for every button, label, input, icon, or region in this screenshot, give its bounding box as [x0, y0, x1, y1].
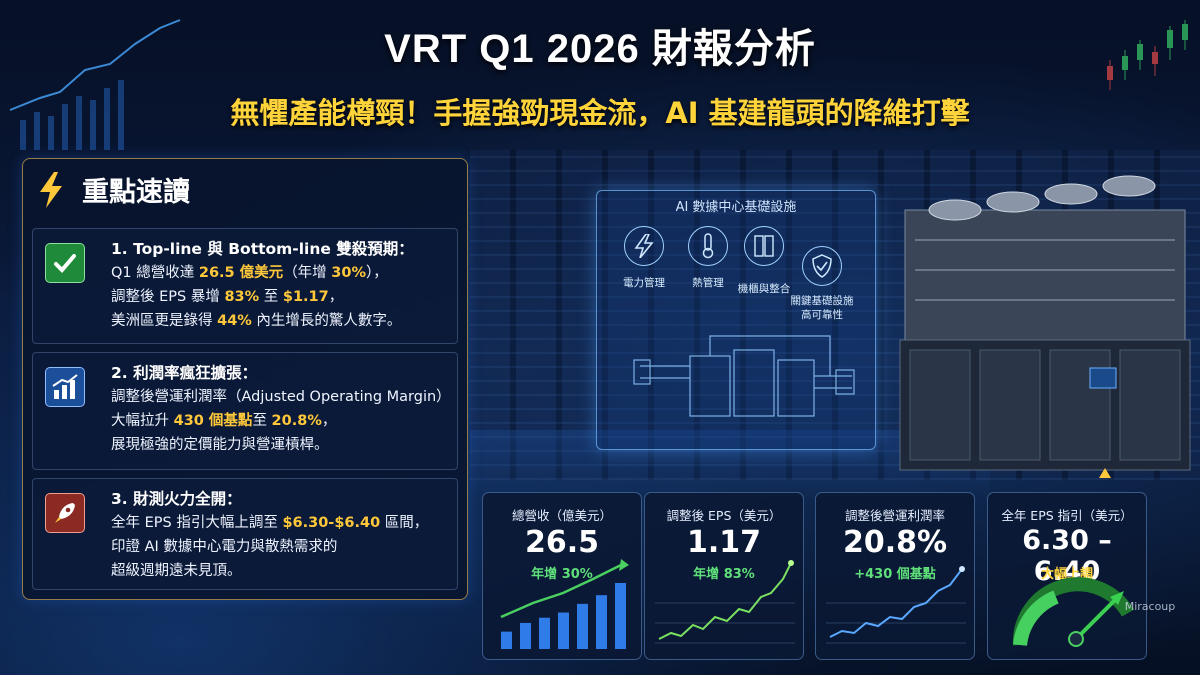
metric-card-margin: 調整後營運利潤率 20.8% +430 個基點	[815, 492, 975, 660]
highlight-item-2: 2. 利潤率瘋狂擴張： 調整後營運利潤率（Adjusted Operating …	[32, 352, 458, 470]
rocket-icon	[45, 493, 85, 533]
infra-label: 電力管理	[623, 277, 665, 289]
highlight-line: 調整後 EPS 暴增 83% 至 $1.17，	[111, 289, 344, 305]
page-title: VRT Q1 2026 財報分析	[384, 27, 816, 71]
infrastructure-title: AI 數據中心基礎設施	[675, 200, 797, 215]
infra-label: 機櫃與整合	[737, 283, 791, 295]
highlight-line: 美洲區更是錄得 44% 內生增長的驚人數字。	[111, 313, 402, 329]
metric-label: 總營收（億美元）	[511, 508, 612, 523]
revenue-bar	[577, 603, 588, 649]
gauge-icon	[1012, 577, 1135, 647]
highlight-heading: 1. Top-line 與 Bottom-line 雙殺預期：	[111, 240, 414, 258]
bar-chart-icon	[45, 367, 85, 407]
infra-label: 關鍵基礎設施 高可靠性	[790, 295, 854, 321]
metric-card-guidance: 全年 EPS 指引（美元） 6.30 – 6.40 大幅上調	[987, 492, 1147, 660]
highlights-header: 重點速讀	[38, 170, 190, 209]
metric-card-revenue: 總營收（億美元） 26.5 年增 30%	[482, 492, 642, 660]
revenue-bar	[501, 631, 512, 649]
eps-trend-line	[655, 560, 795, 644]
highlight-item-3: 3. 財測火力全開： 全年 EPS 指引大幅上調至 $6.30-$6.40 區間…	[32, 478, 458, 590]
revenue-bars-chart	[500, 559, 629, 649]
metric-value: 26.5	[524, 525, 600, 560]
metric-sub: 年增 83%	[693, 567, 755, 582]
shield-check-icon	[802, 246, 842, 286]
check-icon	[45, 243, 85, 283]
highlight-line: 展現極強的定價能力與營運槓桿。	[111, 437, 329, 453]
cooling-pipes-illustration	[633, 335, 855, 417]
infra-label: 熱管理	[692, 277, 724, 289]
lightning-icon	[40, 171, 62, 208]
metric-card-eps: 調整後 EPS（美元） 1.17 年增 83%	[644, 492, 804, 660]
margin-trend-line	[826, 566, 966, 644]
revenue-bar	[539, 617, 550, 649]
revenue-bar	[520, 622, 531, 649]
highlight-line: 全年 EPS 指引大幅上調至 $6.30-$6.40 區間，	[111, 515, 429, 531]
metric-value: 20.8%	[842, 525, 948, 560]
decorative-charts	[9, 19, 1188, 150]
page-subtitle: 無懼產能樽頸！手握強勁現金流，AI 基建龍頭的降維打擊	[230, 96, 970, 130]
highlight-heading: 2. 利潤率瘋狂擴張：	[111, 364, 258, 382]
lightning-icon	[624, 226, 664, 266]
revenue-bar	[615, 583, 626, 649]
metric-sub: 年增 30%	[531, 567, 593, 582]
server-rack-icon	[744, 226, 784, 266]
metric-label: 調整後營運利潤率	[844, 508, 945, 523]
metric-label: 全年 EPS 指引（美元）	[1001, 508, 1133, 523]
revenue-bar	[558, 612, 569, 649]
highlight-line: 大幅拉升 430 個基點至 20.8%，	[111, 413, 337, 429]
highlight-line: 印證 AI 數據中心電力與散熱需求的	[111, 539, 338, 555]
metric-value: 1.17	[686, 525, 762, 560]
highlight-line: 調整後營運利潤率（Adjusted Operating Margin）	[111, 389, 451, 405]
highlights-title: 重點速讀	[82, 177, 190, 208]
highlight-line: 超級週期遠未見頂。	[111, 563, 242, 579]
cooling-equipment-illustration	[899, 175, 1191, 478]
highlight-heading: 3. 財測火力全開：	[111, 490, 242, 508]
metric-sub: +430 個基點	[854, 567, 936, 582]
thermometer-icon	[688, 226, 728, 266]
metric-label: 調整後 EPS（美元）	[666, 508, 782, 523]
revenue-bar	[596, 595, 607, 649]
highlight-item-1: 1. Top-line 與 Bottom-line 雙殺預期： Q1 總營收達 …	[32, 228, 458, 344]
highlight-line: Q1 總營收達 26.5 億美元（年增 30%），	[111, 265, 388, 281]
watermark-logo: Miracoup	[1124, 600, 1176, 613]
